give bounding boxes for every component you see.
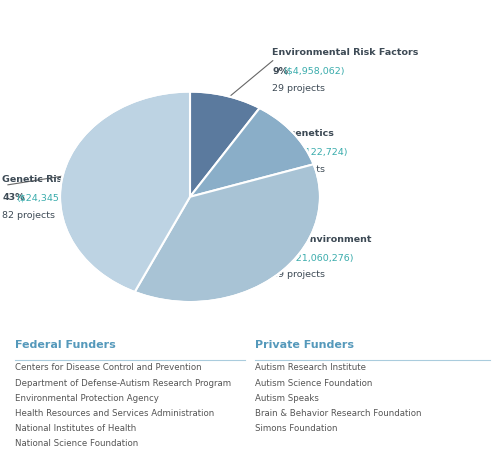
Polygon shape bbox=[60, 92, 190, 292]
Text: Department of Defense-Autism Research Program: Department of Defense-Autism Research Pr… bbox=[15, 378, 231, 387]
Text: 11%: 11% bbox=[272, 147, 295, 156]
Text: Private Funders: Private Funders bbox=[255, 339, 354, 349]
Text: National Science Foundation: National Science Foundation bbox=[15, 438, 138, 448]
Text: Autism Science Foundation: Autism Science Foundation bbox=[255, 378, 372, 387]
Text: 43%: 43% bbox=[2, 193, 25, 202]
Text: Autism Research Institute: Autism Research Institute bbox=[255, 363, 366, 372]
Text: Environmental Risk Factors: Environmental Risk Factors bbox=[272, 48, 419, 57]
Text: National Institutes of Health: National Institutes of Health bbox=[15, 423, 136, 432]
Text: Epigenetics: Epigenetics bbox=[272, 129, 334, 138]
Text: 9%: 9% bbox=[272, 67, 288, 76]
Text: ($24,345,963): ($24,345,963) bbox=[16, 193, 84, 202]
Polygon shape bbox=[134, 165, 320, 302]
Text: ($4,958,062): ($4,958,062) bbox=[283, 67, 344, 76]
Text: Centers for Disease Control and Prevention: Centers for Disease Control and Preventi… bbox=[15, 363, 202, 372]
Ellipse shape bbox=[60, 190, 320, 233]
Text: Genetic Risk Factors: Genetic Risk Factors bbox=[2, 174, 112, 184]
Text: Gene-Environment: Gene-Environment bbox=[272, 234, 372, 243]
Text: Federal Funders: Federal Funders bbox=[15, 339, 116, 349]
Polygon shape bbox=[60, 190, 190, 230]
Text: 82 projects: 82 projects bbox=[2, 210, 56, 219]
Text: 37%: 37% bbox=[272, 252, 295, 262]
Text: Environmental Protection Agency: Environmental Protection Agency bbox=[15, 393, 159, 402]
Text: Brain & Behavior Research Foundation: Brain & Behavior Research Foundation bbox=[255, 408, 422, 417]
Polygon shape bbox=[190, 190, 260, 211]
Text: Autism Speaks: Autism Speaks bbox=[255, 393, 319, 402]
Polygon shape bbox=[134, 205, 320, 233]
Polygon shape bbox=[190, 109, 314, 197]
Polygon shape bbox=[190, 193, 314, 211]
Text: ($21,060,276): ($21,060,276) bbox=[286, 252, 354, 262]
Text: ($6,122,724): ($6,122,724) bbox=[286, 147, 348, 156]
Text: 29 projects: 29 projects bbox=[272, 84, 326, 93]
Text: 22 projects: 22 projects bbox=[272, 164, 326, 174]
Polygon shape bbox=[190, 92, 260, 197]
Text: Health Resources and Services Administration: Health Resources and Services Administra… bbox=[15, 408, 214, 417]
Text: 29 projects: 29 projects bbox=[272, 270, 326, 279]
Text: Simons Foundation: Simons Foundation bbox=[255, 423, 338, 432]
